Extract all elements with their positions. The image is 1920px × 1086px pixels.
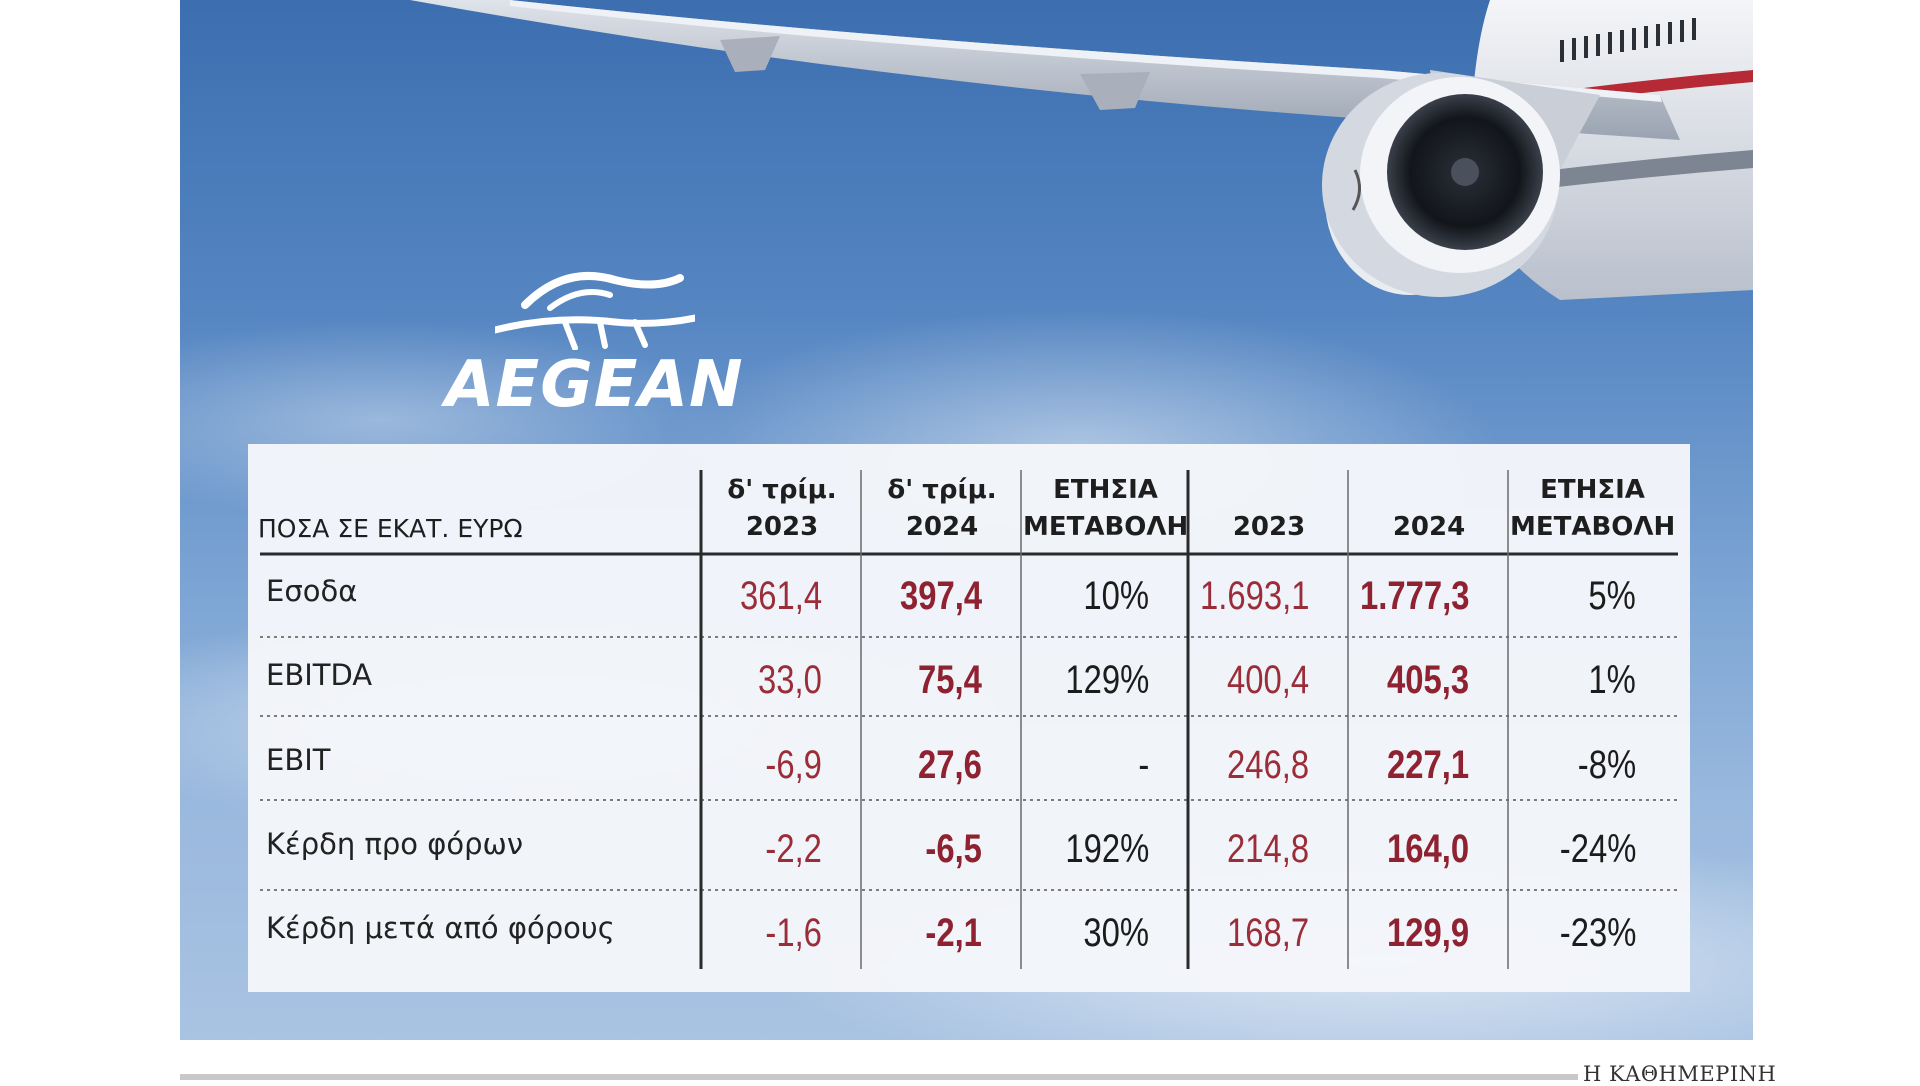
value-cell: 1% [1588,658,1636,702]
value-cell: 227,1 [1386,743,1469,787]
column-header: 2024 [1392,512,1466,542]
value-cell: 75,4 [918,658,982,702]
row-label: Κέρδη μετά από φόρους [266,911,615,945]
aegean-logo: AEGEAN [445,260,745,422]
value-cell: -23% [1559,911,1636,955]
value-cell: 1.777,3 [1359,574,1469,618]
value-cell: -2,2 [765,827,822,871]
publisher-credit: Η ΚΑΘΗΜΕΡΙΝΗ [1583,1062,1777,1086]
value-cell: 164,0 [1386,827,1469,871]
value-cell: 246,8 [1226,743,1309,787]
value-cell: 361,4 [739,574,822,618]
row-label: Κέρδη προ φόρων [266,827,524,861]
aegean-wordmark: AEGEAN [445,348,744,422]
value-cell: - [1138,743,1149,787]
value-cell: 400,4 [1226,658,1309,702]
value-cell: 397,4 [899,574,982,618]
aegean-bird-icon [495,271,695,350]
value-cell: 129% [1065,658,1149,702]
value-cell: 5% [1588,574,1636,618]
value-cell: 129,9 [1386,911,1469,955]
value-cell: -1,6 [765,911,822,955]
value-cell: 33,0 [758,658,822,702]
value-cell: 168,7 [1226,911,1309,955]
column-header: 2023 [1232,512,1306,542]
value-cell: 192% [1065,827,1149,871]
value-cell: 1.693,1 [1199,574,1309,618]
value-cell: 214,8 [1226,827,1309,871]
value-cell: -8% [1577,743,1636,787]
value-cell: -6,9 [765,743,822,787]
footer-rule [180,1074,1578,1080]
value-cell: 30% [1083,911,1149,955]
airplane-illustration [410,0,1753,300]
value-cell: -24% [1559,827,1636,871]
value-cell: 405,3 [1386,658,1469,702]
row-label: Εσοδα [266,574,358,608]
units-label: ΠΟΣΑ ΣΕ ΕΚΑΤ. ΕΥΡΩ [258,514,523,543]
column-header: ΕΤΗΣΙΑ ΜΕΤΑΒΟΛΗ [1023,475,1189,542]
column-header: δ' τρίμ. 2024 [887,475,997,542]
value-cell: 27,6 [918,743,982,787]
row-label: EBIT [266,743,331,777]
value-cell: -6,5 [925,827,982,871]
value-cell: -2,1 [925,911,982,955]
column-header: ΕΤΗΣΙΑ ΜΕΤΑΒΟΛΗ [1510,475,1676,542]
table-grid-lines [260,470,1678,969]
value-cell: 10% [1083,574,1149,618]
financial-table: ΠΟΣΑ ΣΕ ΕΚΑΤ. ΕΥΡΩ δ' τρίμ. 2023 δ' τρίμ.… [248,444,1690,992]
column-header: δ' τρίμ. 2023 [727,475,837,542]
row-label: EBITDA [266,658,373,692]
